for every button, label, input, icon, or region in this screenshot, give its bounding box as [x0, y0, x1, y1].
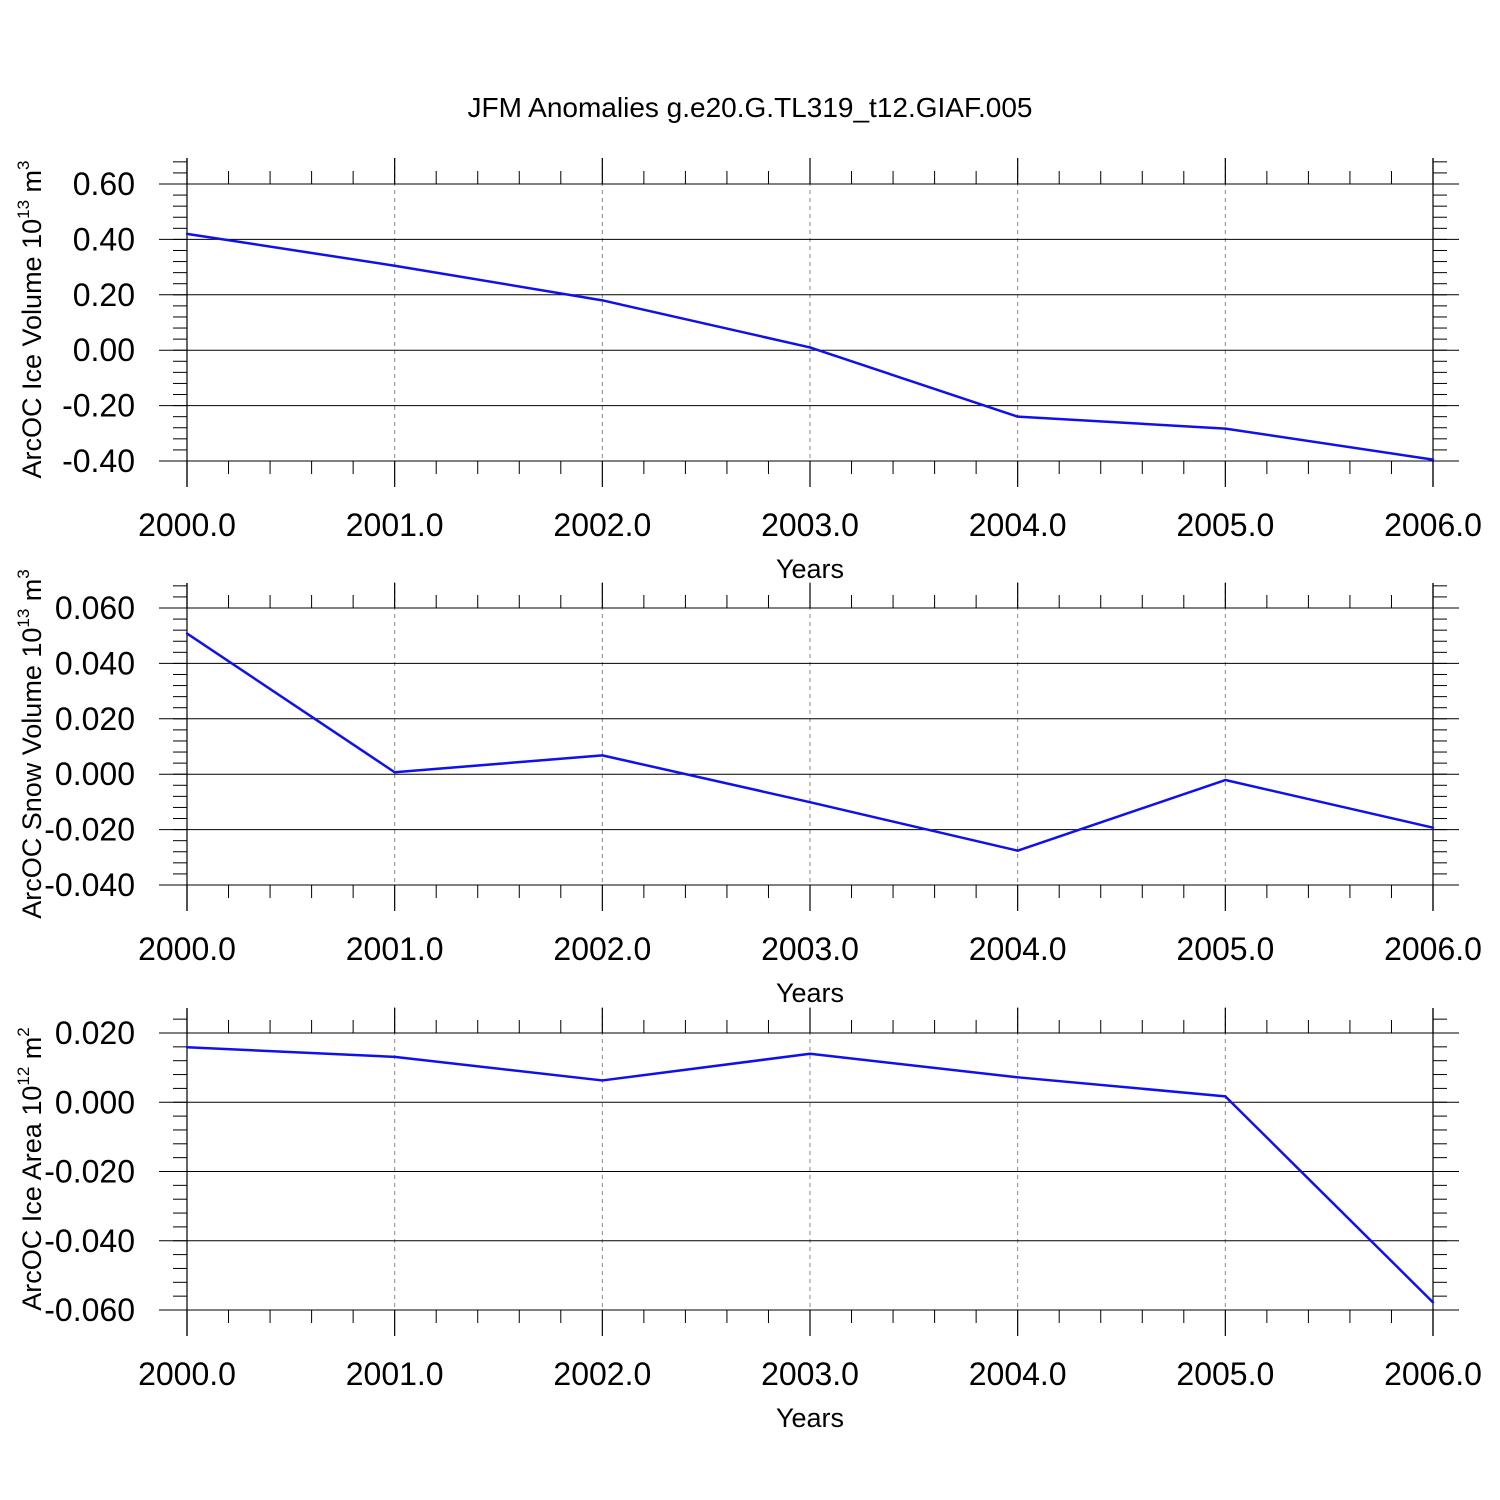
y-axis-label-text: m: [17, 579, 47, 609]
x-tick-label: 2000.0: [138, 507, 236, 543]
y-tick-label: -0.40: [62, 443, 135, 479]
y-axis-label: ArcOC Snow Volume 1013 m3: [14, 569, 47, 919]
data-point: [601, 299, 604, 302]
y-tick-label: 0.20: [73, 277, 135, 313]
data-point: [1431, 1301, 1435, 1304]
data-point: [1016, 849, 1019, 852]
y-axis-label-exponent: 13: [14, 609, 33, 628]
x-tick-label: 2001.0: [346, 1356, 444, 1392]
y-tick-label: 0.00: [73, 332, 135, 368]
x-tick-label: 2005.0: [1176, 931, 1274, 967]
data-point: [393, 1055, 396, 1059]
y-axis-label-text: m: [17, 170, 47, 200]
y-axis-label-text: ArcOC Snow Volume 10: [17, 628, 47, 919]
y-tick-label: 0.060: [55, 590, 135, 626]
y-tick-label: -0.020: [44, 1154, 135, 1190]
data-point: [1224, 778, 1227, 782]
y-axis-label-exponent: 12: [14, 1067, 33, 1086]
chart-title: JFM Anomalies g.e20.G.TL319_t12.GIAF.005: [468, 92, 1033, 123]
x-tick-label: 2004.0: [969, 931, 1067, 967]
y-axis-label: ArcOC Ice Area 1012 m2: [14, 1027, 47, 1311]
y-tick-label: -0.060: [44, 1292, 135, 1328]
y-axis-label: ArcOC Ice Volume 1013 m3: [14, 160, 47, 478]
y-axis-label-text: ArcOC Ice Volume 10: [17, 219, 47, 479]
y-tick-label: -0.020: [44, 812, 135, 848]
y-tick-label: -0.040: [44, 867, 135, 903]
x-tick-label: 2002.0: [553, 931, 651, 967]
y-tick-label: -0.040: [44, 1223, 135, 1259]
x-tick-label: 2004.0: [969, 507, 1067, 543]
data-point: [393, 264, 396, 267]
x-axis-label: Years: [776, 554, 844, 584]
data-point: [185, 632, 189, 635]
data-point: [1224, 427, 1227, 430]
data-point: [185, 1045, 189, 1049]
data-point: [1016, 415, 1019, 418]
y-axis-label-text: ArcOC Ice Area 10: [17, 1086, 47, 1311]
y-axis-label-exponent: 3: [14, 569, 33, 578]
y-tick-label: 0.40: [73, 221, 135, 257]
data-point: [601, 754, 604, 757]
y-tick-label: 0.000: [55, 1084, 135, 1120]
x-tick-label: 2002.0: [553, 1356, 651, 1392]
data-point: [393, 771, 396, 774]
x-tick-label: 2000.0: [138, 931, 236, 967]
y-axis-label-text: m: [17, 1037, 47, 1067]
y-tick-label: 0.020: [55, 701, 135, 737]
x-tick-label: 2001.0: [346, 507, 444, 543]
y-axis-label-exponent: 3: [14, 160, 33, 169]
x-tick-label: 2003.0: [761, 1356, 859, 1392]
data-point: [185, 232, 189, 236]
x-axis-label: Years: [776, 1403, 844, 1433]
data-point: [1016, 1076, 1019, 1079]
panel-3: -0.060 -0.040 -0.020 0.000 0.020 2000.0 2001.0…: [14, 1007, 1482, 1433]
x-tick-label: 2003.0: [761, 507, 859, 543]
y-tick-label: -0.20: [62, 388, 135, 424]
data-point: [808, 800, 812, 804]
data-point: [1431, 826, 1435, 829]
x-tick-label: 2000.0: [138, 1356, 236, 1392]
data-point: [808, 346, 812, 349]
y-tick-label: 0.020: [55, 1015, 135, 1051]
y-tick-label: 0.60: [73, 166, 135, 202]
data-point: [808, 1052, 812, 1055]
x-tick-label: 2002.0: [553, 507, 651, 543]
x-tick-label: 2005.0: [1176, 507, 1274, 543]
y-tick-label: 0.040: [55, 645, 135, 681]
data-point: [1224, 1095, 1227, 1098]
x-tick-label: 2004.0: [969, 1356, 1067, 1392]
panel-2: -0.040 -0.020 0.000 0.020 0.040 0.060 2000.0 20…: [14, 569, 1482, 1008]
data-point: [601, 1079, 604, 1082]
x-tick-label: 2006.0: [1384, 1356, 1482, 1392]
x-axis-label: Years: [776, 978, 844, 1008]
panel-1: -0.40 -0.20 0.00 0.20 0.40 0.60 2000.0 2001.0 20…: [14, 158, 1482, 584]
x-tick-label: 2003.0: [761, 931, 859, 967]
x-tick-label: 2005.0: [1176, 1356, 1274, 1392]
y-axis-label-exponent: 13: [14, 200, 33, 219]
y-tick-label: 0.000: [55, 756, 135, 792]
x-tick-label: 2001.0: [346, 931, 444, 967]
x-tick-label: 2006.0: [1384, 507, 1482, 543]
y-axis-label-exponent: 2: [14, 1027, 33, 1036]
x-tick-label: 2006.0: [1384, 931, 1482, 967]
data-point: [1431, 458, 1435, 461]
